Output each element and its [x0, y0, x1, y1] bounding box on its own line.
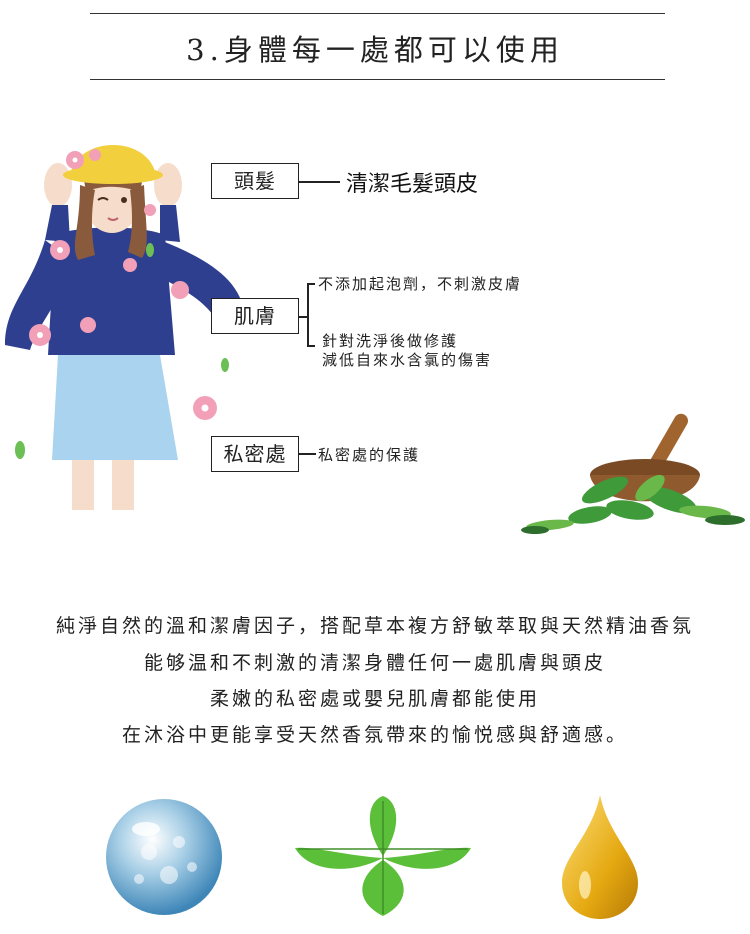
paragraph-line-2: 能够温和不刺激的清潔身體任何一處肌膚與頭皮: [143, 652, 606, 674]
herb-mortar-illustration: [521, 413, 745, 534]
label-hair: 頭髮: [211, 163, 299, 199]
paragraph-line-4: 在沐浴中更能享受天然香氛帶來的愉悦感與舒適感。: [121, 724, 628, 746]
label-intimate: 私密處: [211, 436, 299, 472]
water-drop-sphere-icon: [106, 799, 222, 915]
connector-skin-h: [298, 316, 307, 318]
intimate-description: 私密處的保護: [318, 446, 421, 464]
skin-description-3: 減低自來水含氯的傷害: [322, 351, 493, 369]
connector-intimate: [298, 453, 316, 455]
section-title: 3.身體每一處都可以使用: [186, 33, 564, 67]
skin-description-1: 不添加起泡劑，不刺激皮膚: [318, 275, 523, 293]
connector-skin-bottom: [307, 345, 315, 347]
title-top-rule: [90, 13, 665, 14]
mint-leaf-icon: [295, 796, 471, 916]
label-skin: 肌膚: [211, 298, 299, 334]
connector-skin-top: [307, 283, 315, 285]
skin-description-2: 針對洗淨後做修護: [322, 332, 459, 350]
oil-drop-icon: [562, 795, 638, 919]
paragraph-line-3: 柔嫩的私密處或嬰兒肌膚都能使用: [209, 688, 540, 710]
connector-skin-v: [307, 283, 309, 346]
title-bottom-rule: [90, 79, 665, 80]
paragraph-line-1: 純淨自然的溫和潔膚因子，搭配草本複方舒敏萃取與天然精油香氛: [55, 615, 694, 637]
connector-hair: [298, 181, 340, 183]
girl-illustration: [5, 145, 245, 510]
hair-description: 清潔毛髮頭皮: [346, 172, 479, 197]
